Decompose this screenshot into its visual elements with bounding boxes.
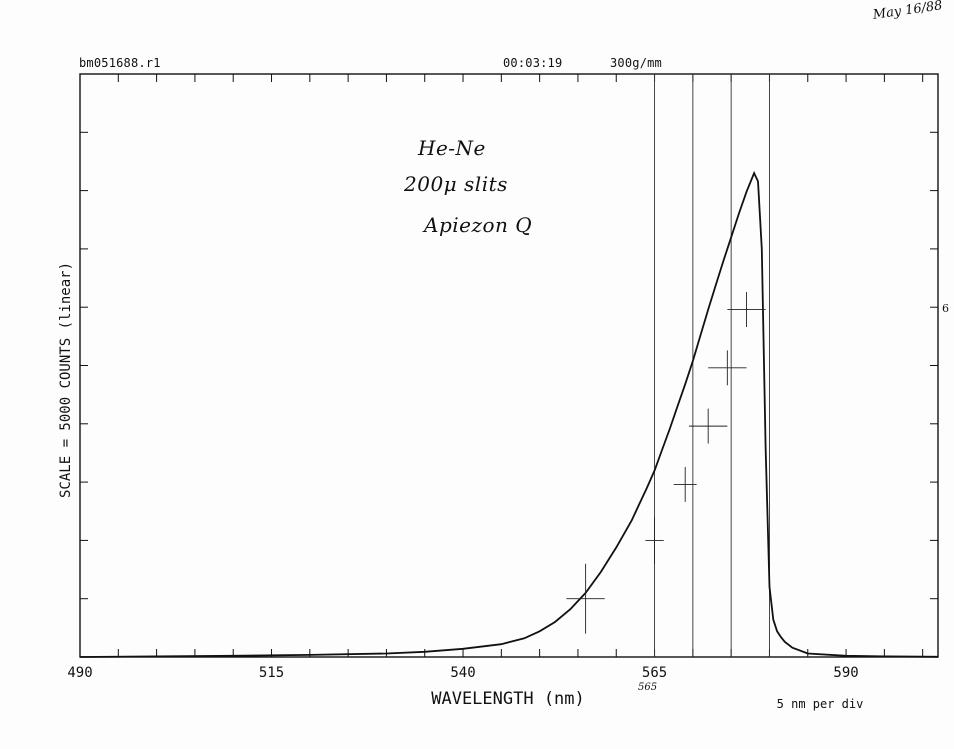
x-tick-label: 590 — [833, 665, 858, 681]
handwritten-tick-label: 565 — [638, 682, 658, 693]
handwritten-note-grease: Apiezon Q — [424, 213, 533, 237]
axis-ticks — [79, 74, 938, 657]
x-axis-label: WAVELENGTH (nm) — [431, 689, 585, 709]
scale-note: 5 nm per div — [777, 697, 864, 711]
x-tick-label: 490 — [67, 665, 92, 681]
edge-mark: 6 — [942, 302, 949, 315]
x-tick-label: 565 — [642, 665, 667, 681]
spectrum-curve — [79, 170, 939, 658]
file-name-label: bm051688.r1 — [79, 56, 161, 70]
x-tick-labels: 490 515 540 565 590 — [67, 665, 858, 681]
plot-frame — [79, 73, 939, 658]
handwritten-note-slits: 200μ slits — [404, 172, 508, 196]
acquisition-time-label: 00:03:19 — [503, 56, 563, 70]
x-tick-label: 515 — [259, 665, 284, 681]
marker-lines — [654, 74, 770, 657]
error-bars — [566, 292, 766, 634]
handwritten-note-gas: He-Ne — [418, 136, 486, 160]
y-axis-label: SCALE = 5000 COUNTS (linear) — [58, 262, 74, 498]
x-tick-label: 540 — [450, 665, 475, 681]
grating-label: 300g/mm — [610, 56, 662, 70]
